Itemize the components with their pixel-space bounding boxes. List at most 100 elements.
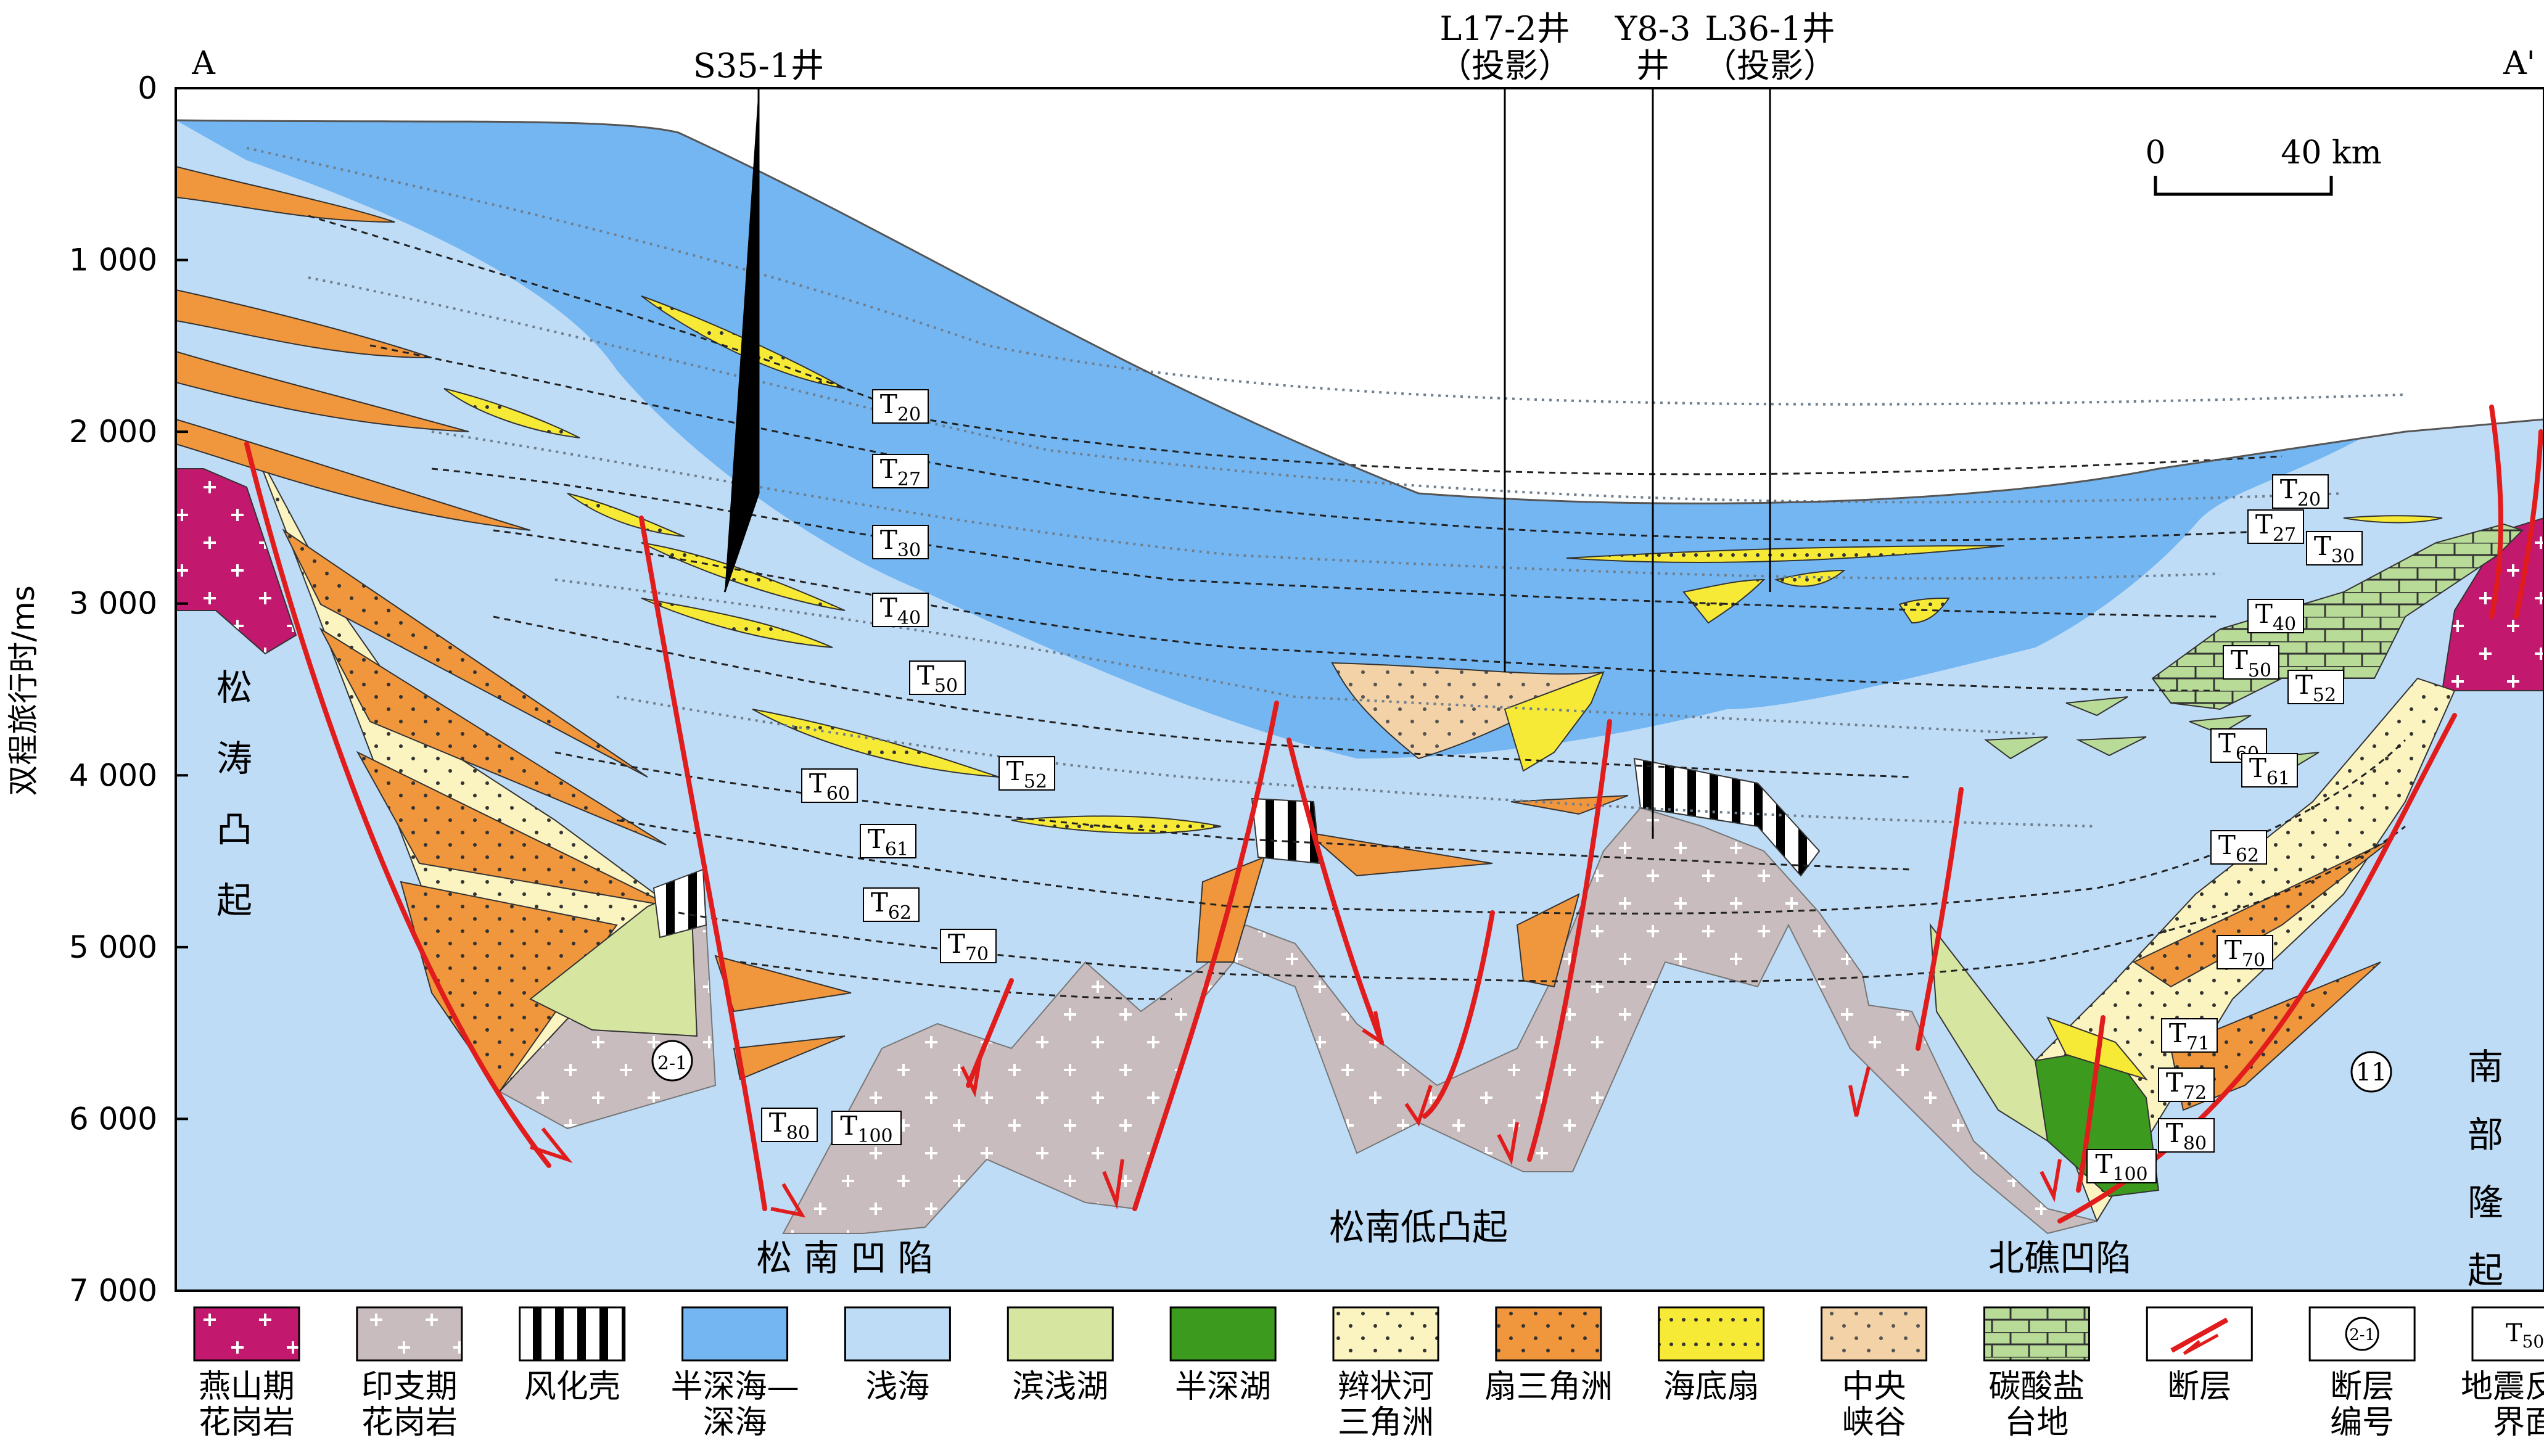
horizon-label-box [2210,830,2267,865]
legend-label-yanshan: 花岗岩 [199,1404,295,1441]
legend-swatch-bathyal [681,1306,789,1362]
legend-swatch-fan-delta [1495,1306,1602,1362]
horizon-label-box [2241,753,2298,788]
submarine-fan [2343,515,2443,524]
left-sag-fan-2 [733,1035,846,1080]
horizon-label: T52 [1006,756,1047,792]
y-axis-title: 双程旅行时/ms [6,585,41,796]
fault-arrow [1362,1011,1385,1047]
horizon-label: T52 [2295,670,2336,706]
fault-number-label: 11 [2356,1058,2387,1087]
fault-line [1422,910,1495,1119]
horizon-line [308,215,2283,475]
scale-bar [2154,176,2333,196]
legend-label-seismic-reflector: 地震反射 [2461,1368,2544,1405]
well-label-l17: （投影） [1438,46,1571,85]
y-tick-label: 2 000 [69,414,157,450]
submarine-fan [1011,815,1222,834]
unit-songtao: 松 [216,667,252,709]
horizon-label: T40 [880,593,921,629]
fault-number-circle [2350,1051,2392,1093]
well-label-y8: Y8-3 [1615,9,1691,48]
legend-label-carbonate: 台地 [2004,1404,2069,1441]
fault-line [1286,738,1384,1045]
section-frame [175,87,2544,1292]
right-fan-wedge-1 [2132,838,2394,988]
horizon-line [308,276,2344,504]
horizon-line [431,430,2221,580]
fault-arrow [1848,1066,1871,1117]
horizon-label-box [801,768,858,803]
carbonate-pod [2065,696,2128,717]
y-tick-label: 3 000 [69,586,157,622]
legend-label-weathering: 风化壳 [524,1368,620,1405]
horizon-label: T70 [948,929,989,965]
y-tick-label: 0 [138,70,157,106]
horizon-label: T60 [809,768,850,805]
well-lines [723,88,1771,839]
legend-label-bathyal: 深海 [703,1404,767,1441]
fault-arrow [2040,1159,2062,1203]
fault-number-circle [651,1040,693,1082]
legend-label-indosinian: 印支期 [361,1368,458,1405]
legend-label-central-canyon: 峡谷 [1842,1404,1906,1441]
legend-label-submarine-fan: 海底扇 [1663,1368,1760,1405]
legend-swatch-weathering [519,1306,626,1362]
well-label-l36: L36-1井 [1705,9,1835,48]
fan-tongue-1 [176,165,395,223]
legend-label-fault-number: 编号 [2330,1404,2394,1441]
horizon-label-box [2223,645,2279,680]
horizon-line [554,751,1912,871]
horizon-line [554,578,2036,735]
y-tick-label: 6 000 [69,1101,157,1137]
left-fan-wedge-3 [356,751,673,907]
submarine-fan [641,542,846,611]
legend-swatch-seismic-reflector [2471,1306,2544,1362]
horizon-label-box [2158,1067,2215,1102]
horizon-label: T50 [917,660,958,697]
scale-end: 40 km [2281,134,2382,171]
fault-arrow [960,1054,982,1098]
seafloor-line [176,119,2544,504]
legend-label-central-canyon: 中央 [1842,1368,1906,1405]
legend-label-fan-delta: 扇三角洲 [1484,1368,1613,1405]
horizon-label-box [872,593,929,627]
horizon-label: T61 [2249,753,2290,789]
horizon-line [616,739,2406,915]
well-line-s35 [723,88,760,593]
legend-label-braided-delta: 辫状河 [1338,1368,1434,1405]
horizon-label-box [2210,728,2267,763]
fault-arrow [1497,1122,1519,1166]
horizon-label: T72 [2166,1067,2207,1104]
horizon-label-box [2247,599,2304,633]
legend-fault-number-text: 2-1 [2349,1326,2375,1344]
unit-south-uplift: 隆 [2468,1182,2503,1224]
horizon-label-box [872,525,929,559]
canyon-fan [1504,671,1605,772]
legend-swatch-semi-deep-lake [1169,1306,1277,1362]
fault-line [1527,719,1612,1162]
fault-line [1916,787,1964,1051]
legend-label-seismic-reflector: 界面 [2493,1404,2544,1441]
horizon-label: T27 [2255,509,2296,546]
horizon-label-box [831,1111,902,1145]
unit-south-uplift: 起 [2468,1249,2503,1291]
horizon-label: T71 [2169,1018,2210,1055]
horizon-line [739,961,1172,1000]
well-label-y8: 井 [1636,46,1669,85]
horizon-label-box [860,824,916,858]
horizon-label: T20 [880,389,921,426]
mid-fan-4 [1516,893,1580,988]
horizon-label-box [2161,1018,2218,1053]
horizon-line [369,344,2283,541]
legend-label-semi-deep-lake: 半深湖 [1175,1368,1271,1405]
horizon-label-box [872,389,929,424]
carbonate-pod [1984,736,2048,760]
fault-arrow [1102,1159,1124,1210]
submarine-fan [443,388,580,438]
horizon-line [493,529,2221,692]
mid-fan-1 [1305,831,1493,877]
submarine-fan [1774,569,1846,587]
legend-swatch-shore-lake [1006,1306,1114,1362]
legend-swatch-central-canyon [1821,1306,1928,1362]
